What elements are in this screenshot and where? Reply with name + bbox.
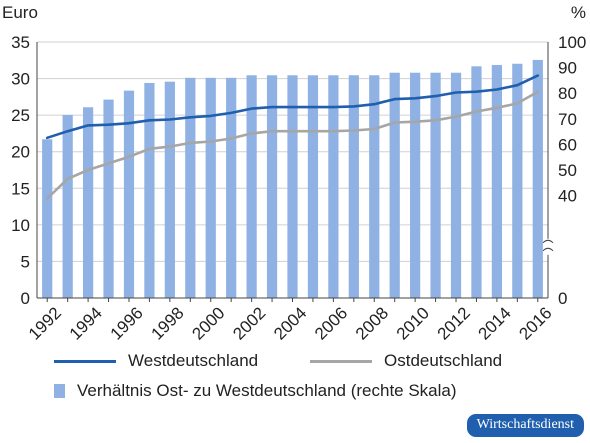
axes bbox=[36, 42, 554, 302]
left-tick-label: 25 bbox=[11, 106, 30, 125]
ratio-bar bbox=[62, 114, 73, 299]
right-tick-label: 100 bbox=[558, 33, 586, 52]
right-tick-label: 50 bbox=[558, 161, 577, 180]
publisher-badge: Wirtschaftsdienst bbox=[466, 414, 584, 437]
ratio-bar bbox=[185, 77, 196, 298]
ratio-bar bbox=[450, 72, 462, 298]
x-tick-label: 1998 bbox=[148, 303, 188, 340]
ratio-bar bbox=[246, 75, 257, 298]
ratio-bar bbox=[82, 107, 94, 298]
ratio-bar bbox=[307, 75, 319, 298]
left-tick-label: 35 bbox=[11, 33, 30, 52]
left-tick-label: 15 bbox=[11, 179, 30, 198]
left-axis-unit: Euro bbox=[2, 3, 38, 22]
axis-break-gap bbox=[544, 238, 552, 255]
x-tick-label: 1994 bbox=[66, 303, 106, 340]
left-tick-label: 20 bbox=[11, 143, 30, 162]
ratio-bar bbox=[42, 139, 53, 298]
right-tick-label: 80 bbox=[558, 84, 577, 103]
x-tick-label: 2006 bbox=[311, 303, 351, 340]
ratio-bar bbox=[430, 72, 441, 298]
ratio-bar bbox=[512, 63, 523, 299]
x-tick-label: 2002 bbox=[229, 303, 269, 340]
ratio-bars bbox=[42, 59, 543, 299]
ratio-bar bbox=[226, 77, 237, 298]
ratio-bar bbox=[164, 81, 175, 299]
series-lines bbox=[45, 74, 540, 200]
ratio-bar bbox=[410, 72, 421, 298]
x-tick-label: 2000 bbox=[188, 303, 228, 340]
right-tick-label: 70 bbox=[558, 110, 577, 129]
ratio-bar bbox=[471, 66, 482, 298]
x-tick-label: 2014 bbox=[475, 303, 515, 340]
x-tick-label: 1992 bbox=[25, 303, 65, 340]
legend-label-ratio: Verhältnis Ost- zu Westdeutschland (rech… bbox=[77, 381, 457, 400]
legend-label-west: Westdeutschland bbox=[128, 351, 259, 370]
legend-item-west: Westdeutschland bbox=[54, 351, 258, 371]
left-tick-label: 5 bbox=[21, 252, 30, 271]
ratio-bar bbox=[491, 65, 503, 298]
legend-label-east: Ostdeutschland bbox=[384, 351, 503, 370]
ratio-bar bbox=[287, 75, 298, 298]
right-axis-unit: % bbox=[571, 3, 586, 22]
x-tick-label: 2016 bbox=[515, 303, 555, 340]
x-tick-label: 2012 bbox=[434, 303, 474, 340]
legend-swatch-east bbox=[310, 359, 372, 363]
x-tick-label: 2010 bbox=[393, 303, 433, 340]
left-tick-label: 30 bbox=[11, 70, 30, 89]
ratio-bar bbox=[369, 75, 380, 298]
ratio-bar bbox=[532, 59, 543, 298]
right-tick-label: 90 bbox=[558, 59, 577, 78]
ratio-bar bbox=[103, 99, 114, 298]
legend-swatch-ratio bbox=[54, 384, 65, 398]
left-tick-label: 0 bbox=[21, 289, 30, 308]
ratio-bar bbox=[328, 75, 339, 298]
ratio-bar bbox=[389, 72, 400, 298]
ratio-bar bbox=[266, 75, 278, 298]
legend-swatch-west bbox=[54, 359, 116, 363]
x-tick-label: 2004 bbox=[270, 303, 310, 340]
left-tick-label: 10 bbox=[11, 216, 30, 235]
x-tick-label: 2008 bbox=[352, 303, 392, 340]
series-line-westdeutschland bbox=[45, 74, 540, 140]
ratio-bar bbox=[144, 82, 155, 299]
right-tick-label: 60 bbox=[558, 135, 577, 154]
ratio-bar bbox=[348, 75, 359, 298]
legend-item-east: Ostdeutschland bbox=[310, 351, 502, 371]
ratio-bar bbox=[205, 77, 216, 298]
axis-break-mark bbox=[542, 239, 554, 252]
series-line-ostdeutschland bbox=[45, 90, 540, 200]
right-tick-label: 0 bbox=[558, 289, 567, 308]
right-tick-label: 40 bbox=[558, 187, 577, 206]
legend-item-ratio: Verhältnis Ost- zu Westdeutschland (rech… bbox=[54, 381, 457, 401]
x-tick-label: 1996 bbox=[107, 303, 147, 340]
ratio-bar bbox=[123, 90, 135, 298]
